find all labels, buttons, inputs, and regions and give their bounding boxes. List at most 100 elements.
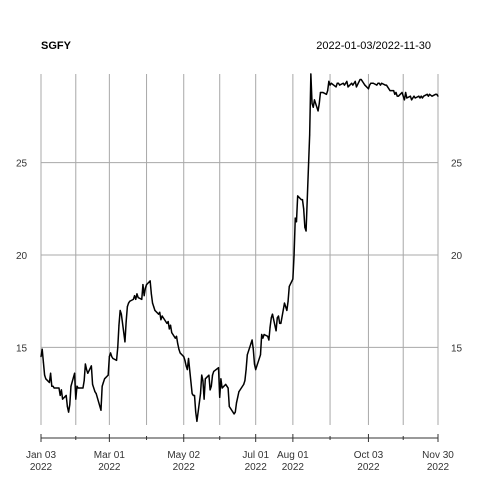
data-point (295, 221, 298, 223)
data-point (262, 337, 264, 339)
data-point (184, 359, 186, 361)
data-point (325, 93, 328, 95)
data-point (93, 387, 95, 389)
data-point (423, 95, 425, 97)
x-tick-label: Oct 03 (354, 450, 384, 461)
data-point (413, 95, 415, 97)
data-point (169, 324, 172, 326)
data-point (60, 389, 62, 391)
data-point (292, 278, 294, 280)
data-point (396, 95, 398, 97)
data-point (377, 82, 379, 84)
data-point (268, 339, 270, 341)
data-point (321, 91, 323, 94)
data-point (401, 91, 403, 94)
data-point (437, 95, 439, 97)
data-point (403, 99, 406, 101)
data-point (300, 199, 302, 201)
data-point (144, 287, 146, 289)
data-point (244, 380, 246, 382)
data-point (419, 97, 421, 99)
data-point (276, 317, 278, 319)
data-point (118, 324, 120, 326)
data-point (85, 368, 88, 371)
data-point (394, 93, 396, 95)
data-point (66, 405, 68, 408)
data-point (107, 374, 109, 376)
data-point (329, 84, 331, 86)
data-point (328, 80, 330, 82)
data-point (217, 367, 220, 369)
data-point (251, 339, 253, 341)
data-point (149, 280, 151, 282)
data-point (370, 82, 372, 84)
data-point (402, 95, 404, 97)
data-point (327, 90, 329, 92)
data-point (305, 230, 307, 232)
data-point (219, 396, 221, 398)
data-point (50, 372, 52, 374)
data-point (255, 368, 257, 371)
data-point (233, 413, 235, 415)
data-point (174, 337, 176, 339)
x-tick-label: May 02 (167, 450, 200, 461)
data-point (245, 368, 247, 371)
data-point (225, 383, 227, 385)
data-point (288, 285, 290, 288)
data-point (339, 84, 341, 86)
data-point (312, 106, 314, 108)
data-point (267, 335, 269, 337)
data-point (82, 387, 84, 389)
grid (40, 74, 439, 425)
data-point (269, 326, 271, 328)
data-point (108, 356, 110, 358)
data-point (387, 86, 389, 88)
data-point (389, 90, 391, 92)
data-point (388, 88, 390, 90)
data-point (143, 295, 145, 297)
data-point (83, 380, 85, 382)
data-point (58, 387, 60, 389)
data-point (61, 398, 64, 400)
data-point (435, 93, 437, 95)
data-point (44, 374, 46, 376)
data-point (84, 363, 86, 365)
data-point (337, 82, 340, 84)
data-point (171, 332, 173, 334)
x-tick-label: Jul 01 (242, 450, 269, 461)
data-point (297, 195, 299, 197)
data-point (53, 387, 55, 389)
data-point (353, 82, 355, 84)
data-point (250, 343, 252, 345)
y-tick-label-right: 15 (451, 343, 463, 354)
x-tick-year-label: 2022 (98, 462, 121, 473)
data-point (192, 394, 194, 397)
data-point (409, 95, 412, 97)
data-point (342, 82, 344, 84)
data-point (199, 392, 202, 395)
data-point (204, 378, 206, 380)
data-point (52, 385, 54, 387)
data-point (208, 374, 210, 376)
data-point (436, 93, 438, 95)
series-layer (40, 73, 439, 423)
data-point (126, 306, 128, 308)
data-point (354, 80, 356, 82)
data-point (393, 90, 395, 92)
data-point (151, 302, 154, 304)
data-point (157, 313, 160, 315)
data-point (280, 322, 282, 324)
x-tick-label: Aug 01 (277, 450, 309, 461)
date-range-label: 2022-01-03/2022-11-30 (316, 40, 431, 52)
data-point (133, 295, 136, 297)
data-point (427, 95, 429, 97)
data-point (429, 93, 431, 95)
data-point (317, 110, 319, 112)
data-point (335, 86, 337, 88)
data-point (168, 328, 170, 330)
data-point (51, 385, 53, 387)
data-point (414, 97, 416, 99)
data-point (125, 320, 127, 323)
data-point (211, 374, 214, 376)
